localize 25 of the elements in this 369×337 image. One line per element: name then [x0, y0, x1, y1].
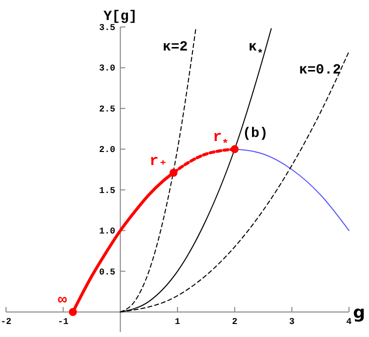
x-tick-label: 1 [174, 317, 181, 327]
series-label: κ=0.2 [298, 62, 341, 78]
annotation: r₊ [149, 152, 168, 170]
x-tick-label: -1 [58, 317, 70, 327]
y-axis-title: Υ[g] [104, 9, 138, 25]
y-tick-label: 1.5 [99, 186, 116, 196]
y-tick-label: 3.0 [99, 64, 116, 74]
y-tick-label: 1.0 [99, 226, 116, 237]
series-label: κ=2 [162, 40, 188, 56]
x-tick-label: 4 [346, 317, 352, 327]
x-tick-label: 2 [232, 317, 238, 327]
y-tick-label: 0.5 [99, 267, 116, 278]
annotation: ∞ [58, 292, 67, 309]
point [68, 308, 77, 316]
annotation: r$_{*}$ [212, 129, 229, 152]
series-label: κ$_{*}$ [248, 40, 264, 61]
x-tick-label: 3 [289, 317, 295, 327]
y-tick-label: 2.0 [99, 145, 116, 156]
x-tick-label: -2 [0, 317, 12, 327]
annotation: (b) [242, 126, 268, 142]
point [170, 168, 178, 177]
point [230, 145, 239, 154]
x-axis-title: g [353, 303, 366, 323]
y-tick-label: 3.5 [99, 23, 116, 33]
y-tick-label: 2.5 [99, 104, 116, 114]
